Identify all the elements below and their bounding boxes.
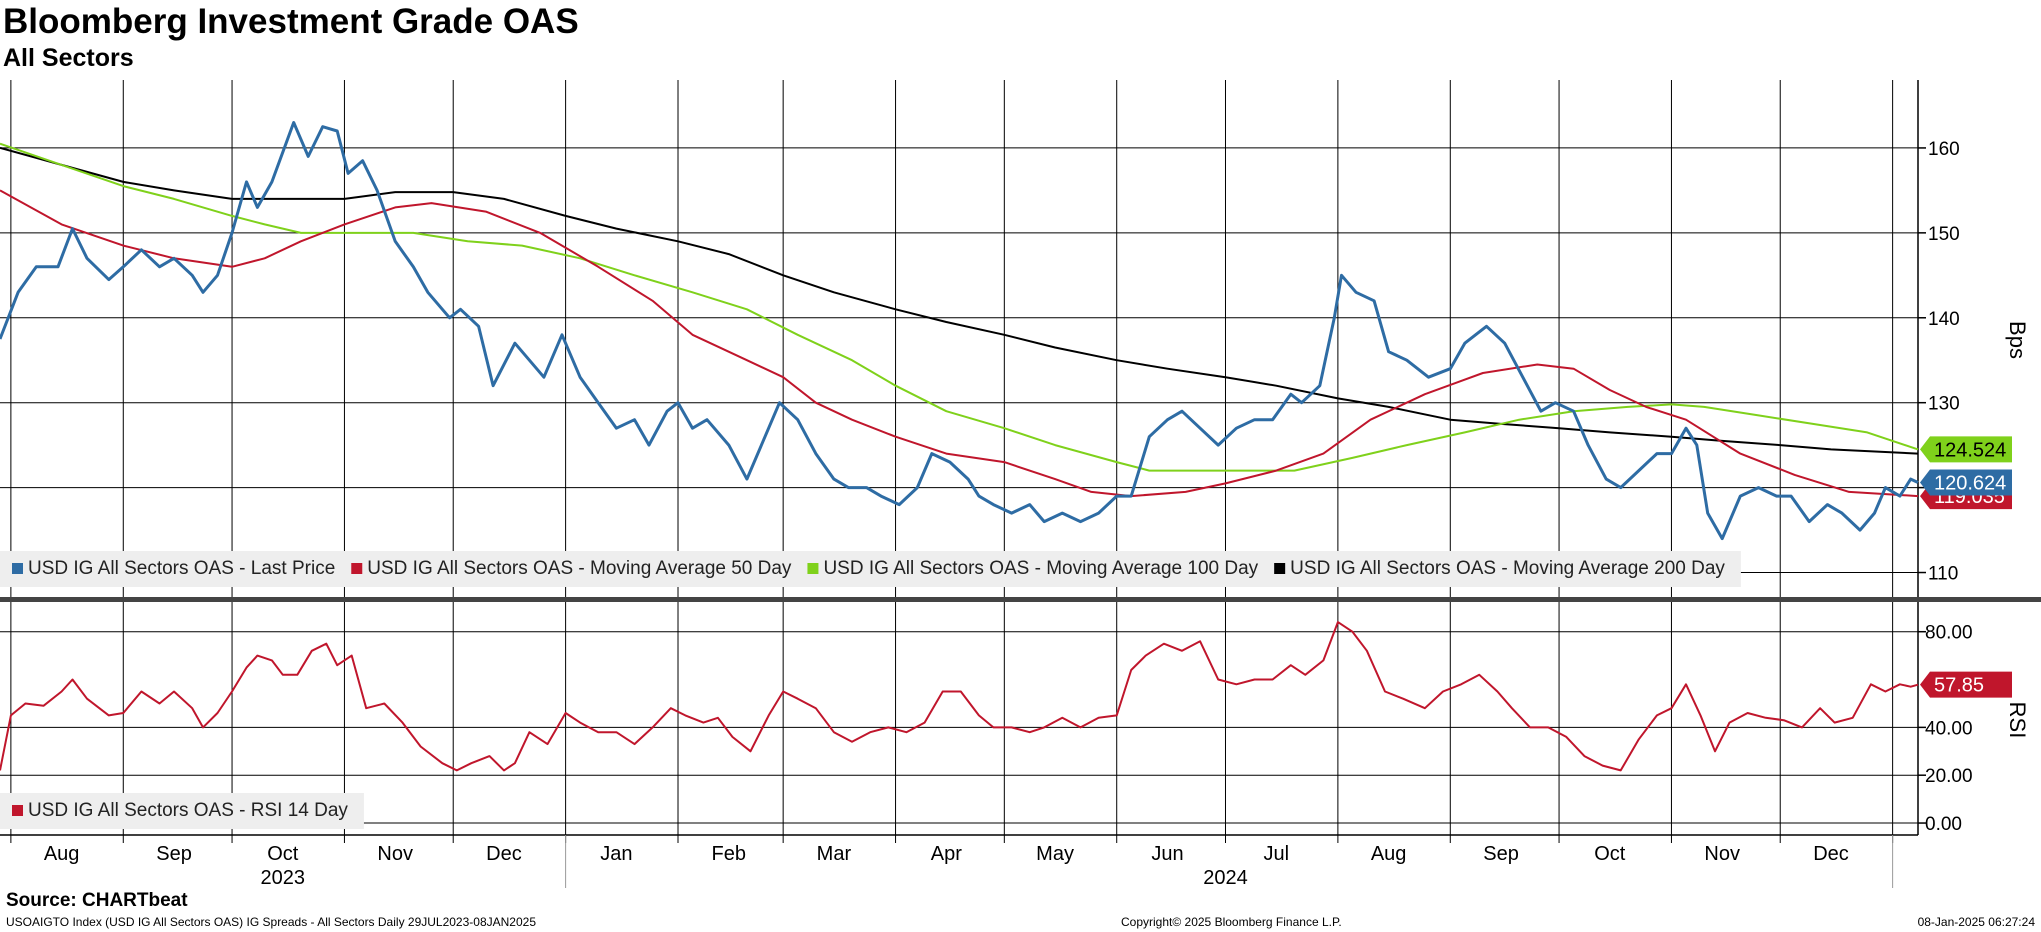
x-year-label: 2024	[1203, 867, 1248, 889]
x-month-label: Apr	[931, 843, 962, 865]
series-line-last-price	[0, 121, 1919, 541]
rsi-legend-bg	[0, 793, 364, 829]
legend-label: USD IG All Sectors OAS - Moving Average …	[823, 558, 1258, 579]
main-tick-label: 110	[1928, 564, 1958, 585]
legend-swatch	[1274, 563, 1286, 574]
rsi-tick-label: 0.00	[1925, 814, 1962, 835]
x-month-label: Nov	[1704, 843, 1740, 865]
source-label: Source: CHARTbeat	[6, 890, 188, 911]
main-tick-label: 160	[1928, 139, 1960, 160]
main-y-axis-title: Bps	[2005, 321, 2030, 359]
main-legend: USD IG All Sectors OAS - Last Price USD I…	[0, 551, 1741, 587]
legend-label: USD IG All Sectors OAS - Moving Average …	[367, 558, 792, 579]
x-month-label: Aug	[1371, 843, 1407, 865]
legend-swatch	[351, 563, 363, 574]
last-price-tag-label: 120.624	[1934, 473, 2006, 495]
rsi-legend: USD IG All Sectors OAS - RSI 14 Day	[0, 793, 364, 829]
x-month-label: Jun	[1151, 843, 1183, 865]
chart-subtitle: All Sectors	[3, 44, 134, 72]
x-month-label: Nov	[377, 843, 413, 865]
legend-label: USD IG All Sectors OAS - RSI 14 Day	[28, 800, 348, 821]
last-price-tag-bg	[1920, 469, 2012, 496]
x-month-label: Aug	[44, 843, 80, 865]
rsi-tag-bg	[1920, 671, 2012, 698]
rsi-y-axis-title: RSI	[2005, 702, 2030, 739]
series-line-ma100	[0, 142, 1919, 472]
ma100-tag-label: 124.524	[1934, 439, 2006, 461]
ma100-tag-bg	[1920, 436, 2012, 463]
x-month-label: Jul	[1263, 843, 1289, 865]
chart-title: Bloomberg Investment Grade OAS	[3, 2, 579, 41]
rsi-tick-label: 80.00	[1925, 623, 1973, 644]
x-month-label: Sep	[156, 843, 192, 865]
x-month-label: Oct	[267, 843, 299, 865]
series-line-rsi	[0, 621, 1919, 772]
legend-swatch	[12, 563, 23, 574]
series-line-ma200	[0, 146, 1919, 455]
main-legend-bg	[0, 551, 1741, 587]
rsi-tick-label: 20.00	[1925, 766, 1973, 787]
main-tick-label: 140	[1928, 309, 1960, 330]
x-month-label: Sep	[1483, 843, 1519, 865]
legend-label: USD IG All Sectors OAS - Last Price	[28, 558, 335, 579]
rsi-tag-label: 57.85	[1934, 675, 1984, 697]
x-month-label: Dec	[486, 843, 522, 865]
legend-swatch	[807, 563, 819, 574]
footer-copyright: Copyright© 2025 Bloomberg Finance L.P.	[1121, 915, 1342, 929]
series-line-ma50	[0, 189, 1919, 498]
x-month-label: Dec	[1813, 843, 1849, 865]
x-month-label: Oct	[1594, 843, 1626, 865]
main-tick-label: 130	[1928, 394, 1960, 415]
footer-timestamp: 08-Jan-2025 06:27:24	[1917, 915, 2035, 929]
legend-swatch	[12, 805, 23, 816]
panel-separator	[0, 597, 2041, 602]
x-year-label: 2023	[261, 867, 306, 889]
main-tick-label: 150	[1928, 224, 1960, 245]
legend-label: USD IG All Sectors OAS - Moving Average …	[1290, 558, 1725, 579]
x-month-label: Mar	[817, 843, 852, 865]
x-month-label: Jan	[600, 843, 632, 865]
footer-description: USOAIGTO Index (USD IG All Sectors OAS) …	[6, 915, 536, 929]
rsi-tick-label: 40.00	[1925, 718, 1973, 739]
x-month-label: May	[1036, 843, 1074, 865]
x-month-label: Feb	[712, 843, 746, 865]
